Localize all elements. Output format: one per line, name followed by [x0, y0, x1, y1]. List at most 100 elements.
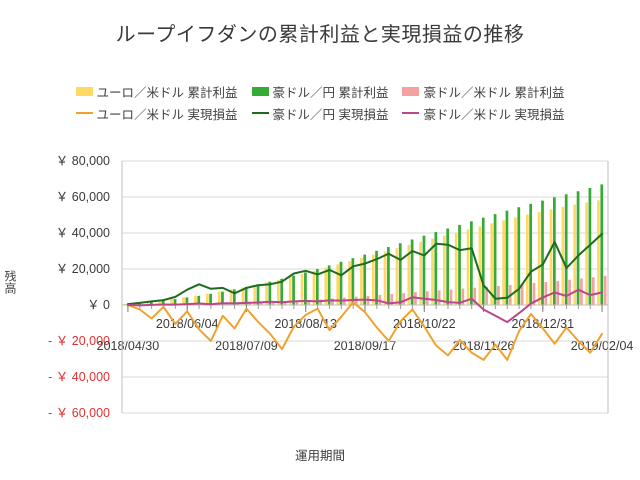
x-axis-tick-label: 2018/06/04 [155, 317, 219, 331]
bar [348, 261, 351, 305]
bar [461, 288, 465, 305]
bar [339, 261, 343, 305]
bar [443, 235, 446, 305]
line-series [126, 232, 604, 306]
bar [502, 220, 505, 305]
bar [232, 289, 236, 305]
bar [466, 229, 470, 305]
bar [221, 291, 224, 305]
legend-item[interactable]: ユーロ／米ドル 累計利益 [75, 82, 238, 101]
legend-item[interactable]: 豪ドル／円 累計利益 [251, 82, 389, 101]
bar [256, 284, 260, 305]
bar [431, 238, 434, 305]
bar [532, 283, 536, 305]
legend-line-swatch-icon [75, 112, 93, 114]
legend-item[interactable]: ユーロ／米ドル 実現損益 [75, 104, 238, 123]
bar [514, 217, 517, 305]
bar [478, 226, 482, 305]
bar [473, 287, 477, 305]
line-series [126, 301, 604, 361]
bar [419, 241, 423, 305]
y-axis-tick-label: - ￥ 40,000 [48, 370, 110, 384]
chart-title: ループイフダンの累計利益と実現損益の推移 [115, 24, 525, 46]
bar [407, 244, 411, 305]
bar [544, 281, 548, 305]
bar [422, 235, 426, 305]
legend-label: ユーロ／米ドル 累計利益 [96, 85, 238, 100]
bar [573, 204, 577, 305]
bar [319, 299, 322, 305]
legend-label: 豪ドル／米ドル 累計利益 [423, 85, 565, 100]
bar [585, 202, 588, 305]
bar [398, 243, 402, 305]
bar [485, 286, 488, 305]
bar [161, 300, 165, 305]
bar [517, 207, 521, 305]
bar [138, 303, 141, 305]
bar [259, 302, 263, 305]
line-series [126, 288, 604, 324]
legend-row-realized-pl: ユーロ／米ドル 実現損益 豪ドル／円 実現損益 豪ドル／米ドル 実現損益 [0, 102, 640, 124]
bar [600, 184, 604, 305]
bar [283, 301, 287, 305]
bar [122, 303, 126, 305]
legend-row-cumulative-profit: ユーロ／米ドル 累計利益 豪ドル／円 累計利益 豪ドル／米ドル 累計利益 [0, 80, 640, 102]
x-axis-title: 運用期間 [294, 449, 345, 463]
bar [470, 221, 473, 305]
bar [525, 214, 529, 305]
bar [497, 285, 500, 305]
legend-item[interactable]: 豪ドル／円 実現損益 [251, 104, 389, 123]
bar [248, 302, 251, 305]
bar [449, 289, 453, 305]
chart-legend: ユーロ／米ドル 累計利益 豪ドル／円 累計利益 豪ドル／米ドル 累計利益 ユーロ／米… [0, 80, 640, 124]
bar [434, 232, 438, 305]
bar [493, 214, 497, 305]
legend-label: 豪ドル／円 累計利益 [272, 85, 389, 100]
bar [458, 224, 461, 305]
x-axis-tick-label: 2018/10/22 [392, 317, 456, 331]
bar [561, 206, 565, 305]
bar [564, 194, 568, 305]
legend-label: 豪ドル／米ドル 実現損益 [423, 107, 565, 122]
bar [277, 279, 280, 305]
bar [410, 239, 414, 305]
bar [173, 299, 177, 305]
bar [390, 294, 394, 305]
legend-line-swatch-icon [402, 112, 420, 114]
bar [568, 279, 571, 305]
legend-label: 豪ドル／円 実現損益 [272, 107, 389, 122]
bar [336, 264, 340, 305]
legend-line-swatch-icon [251, 112, 269, 114]
bar [437, 290, 441, 305]
bar [395, 248, 399, 305]
x-axis-tick-label: 2018/09/17 [333, 339, 397, 353]
bar [454, 232, 458, 305]
bar [312, 270, 316, 305]
bar [549, 209, 553, 305]
bar [446, 228, 450, 305]
bar [185, 297, 189, 305]
bar [387, 247, 390, 305]
bar [182, 297, 185, 305]
legend-item[interactable]: 豪ドル／米ドル 累計利益 [402, 82, 564, 101]
bar [588, 188, 592, 305]
bar [537, 211, 541, 305]
y-axis-tick-label: - ￥ 60,000 [48, 406, 110, 420]
bar [146, 301, 150, 305]
y-axis-tick-label: ￥ 60,000 [55, 190, 110, 204]
y-axis-title: 残高 [3, 270, 17, 294]
bar [402, 293, 405, 305]
x-axis-tick-label: 2018/07/09 [215, 339, 278, 353]
x-axis-tick-label: 2018/08/13 [274, 317, 337, 331]
legend-item[interactable]: 豪ドル／米ドル 実現損益 [402, 104, 564, 123]
x-axis-tick-label: 2018/04/30 [96, 339, 160, 353]
bar [265, 282, 268, 305]
bar [331, 298, 334, 305]
bar [170, 298, 174, 305]
bar [315, 269, 319, 305]
bar [292, 275, 295, 305]
bar [603, 275, 607, 305]
bar [271, 301, 275, 305]
bar [253, 284, 257, 305]
